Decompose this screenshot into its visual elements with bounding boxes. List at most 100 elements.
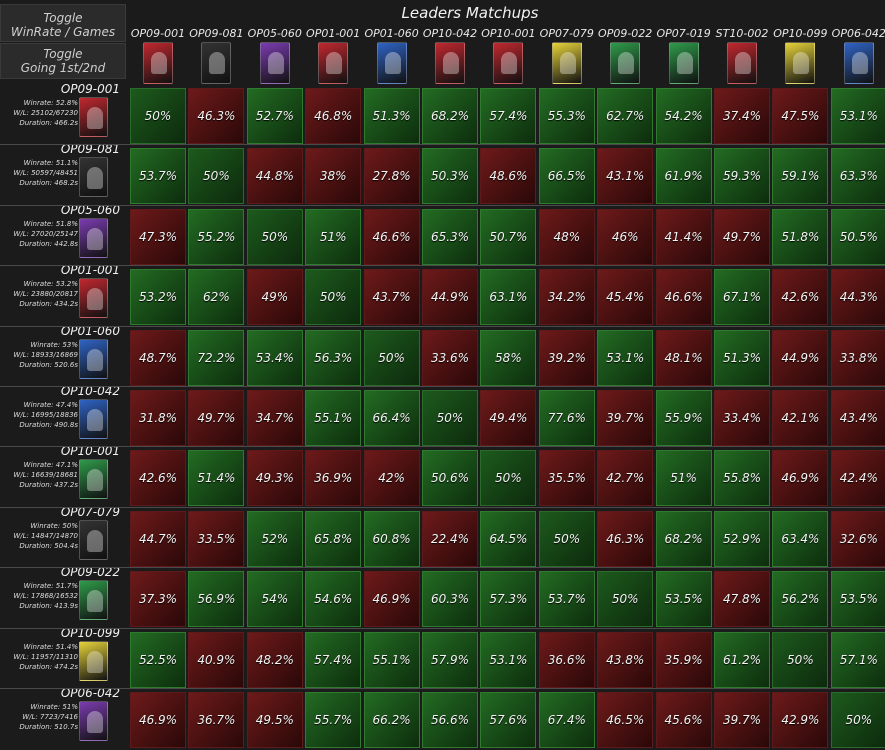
matchup-cell[interactable]: 51.3% <box>363 88 420 144</box>
matchup-cell[interactable]: 42.6% <box>130 450 186 507</box>
column-header[interactable]: OP05-060 <box>246 27 304 84</box>
matchup-cell[interactable]: 50% <box>480 450 537 507</box>
matchup-cell[interactable]: 44.8% <box>246 148 303 205</box>
matchup-cell[interactable]: 77.6% <box>538 390 595 446</box>
row-header[interactable]: OP10-099 Winrate: 51.4% W/L: 11957/11310 Du… <box>0 626 126 690</box>
row-header[interactable]: OP06-042 Winrate: 51% W/L: 7723/7416 Durati… <box>0 686 126 750</box>
matchup-cell[interactable]: 68.2% <box>655 510 712 567</box>
matchup-cell[interactable]: 51% <box>305 208 362 265</box>
matchup-cell[interactable]: 54.2% <box>655 88 712 144</box>
matchup-cell[interactable]: 42% <box>363 450 420 507</box>
matchup-cell[interactable]: 43.4% <box>830 390 885 446</box>
matchup-cell[interactable]: 53.1% <box>597 329 654 386</box>
column-header[interactable]: OP06-042 <box>830 27 885 84</box>
column-header[interactable]: OP10-042 <box>421 27 479 84</box>
matchup-cell[interactable]: 52.9% <box>714 510 770 567</box>
matchup-cell[interactable]: 53.4% <box>246 329 303 386</box>
matchup-cell[interactable]: 60.8% <box>363 510 420 567</box>
column-header[interactable]: OP10-001 <box>479 27 537 84</box>
matchup-cell[interactable]: 50% <box>422 390 478 446</box>
matchup-cell[interactable]: 52% <box>246 510 303 567</box>
matchup-cell[interactable]: 56.9% <box>188 571 245 628</box>
row-header[interactable]: OP05-060 Winrate: 51.8% W/L: 27020/25147 Du… <box>0 203 126 267</box>
matchup-cell[interactable]: 33.5% <box>188 510 245 567</box>
matchup-cell[interactable]: 51.3% <box>714 329 770 386</box>
matchup-cell[interactable]: 33.4% <box>714 390 770 446</box>
matchup-cell[interactable]: 46.9% <box>772 450 829 507</box>
matchup-cell[interactable]: 46.6% <box>655 269 712 326</box>
matchup-cell[interactable]: 42.1% <box>772 390 829 446</box>
matchup-cell[interactable]: 61.9% <box>655 148 712 205</box>
matchup-cell[interactable]: 53.2% <box>130 269 186 326</box>
matchup-cell[interactable]: 53.7% <box>538 571 595 628</box>
row-header[interactable]: OP07-079 Winrate: 50% W/L: 14847/14870 Dura… <box>0 505 126 569</box>
column-header[interactable]: OP09-022 <box>596 27 654 84</box>
matchup-cell[interactable]: 50.7% <box>480 208 537 265</box>
column-header[interactable]: OP01-001 <box>304 27 362 84</box>
matchup-cell[interactable]: 44.7% <box>130 510 186 567</box>
matchup-cell[interactable]: 44.9% <box>422 269 478 326</box>
matchup-cell[interactable]: 54.6% <box>305 571 362 628</box>
matchup-cell[interactable]: 42.6% <box>772 269 829 326</box>
matchup-cell[interactable]: 52.7% <box>246 88 303 144</box>
toggle-winrate-games-button[interactable]: Toggle WinRate / Games <box>0 4 126 42</box>
matchup-cell[interactable]: 56.2% <box>772 571 829 628</box>
matchup-cell[interactable]: 46.8% <box>305 88 362 144</box>
matchup-cell[interactable]: 39.2% <box>538 329 595 386</box>
matchup-cell[interactable]: 46.5% <box>597 692 654 748</box>
row-header[interactable]: OP10-042 Winrate: 47.4% W/L: 16995/18836 Du… <box>0 384 126 448</box>
matchup-cell[interactable]: 42.4% <box>830 450 885 507</box>
row-header[interactable]: OP01-060 Winrate: 53% W/L: 18933/16869 Dura… <box>0 324 126 388</box>
matchup-cell[interactable]: 55.1% <box>305 390 362 446</box>
matchup-cell[interactable]: 55.7% <box>305 692 362 748</box>
column-header[interactable]: OP09-081 <box>187 27 245 84</box>
matchup-cell[interactable]: 50% <box>538 510 595 567</box>
matchup-cell[interactable]: 57.4% <box>305 631 362 688</box>
column-header[interactable]: OP09-001 <box>129 27 187 84</box>
matchup-cell[interactable]: 50.3% <box>422 148 478 205</box>
row-header[interactable]: OP01-001 Winrate: 53.2% W/L: 23880/20817 Du… <box>0 263 126 327</box>
matchup-cell[interactable]: 52.5% <box>130 631 186 688</box>
matchup-cell[interactable]: 47.8% <box>714 571 770 628</box>
matchup-cell[interactable]: 44.9% <box>772 329 829 386</box>
matchup-cell[interactable]: 59.1% <box>772 148 829 205</box>
matchup-cell[interactable]: 36.7% <box>188 692 245 748</box>
matchup-cell[interactable]: 56.6% <box>422 692 478 748</box>
matchup-cell[interactable]: 55.1% <box>363 631 420 688</box>
matchup-cell[interactable]: 49% <box>246 269 303 326</box>
matchup-cell[interactable]: 37.4% <box>714 88 770 144</box>
matchup-cell[interactable]: 50% <box>597 571 654 628</box>
matchup-cell[interactable]: 50.6% <box>422 450 478 507</box>
matchup-cell[interactable]: 49.7% <box>714 208 770 265</box>
matchup-cell[interactable]: 57.6% <box>480 692 537 748</box>
matchup-cell[interactable]: 49.4% <box>480 390 537 446</box>
matchup-cell[interactable]: 43.1% <box>597 148 654 205</box>
matchup-cell[interactable]: 44.3% <box>830 269 885 326</box>
matchup-cell[interactable]: 63.4% <box>772 510 829 567</box>
matchup-cell[interactable]: 58% <box>480 329 537 386</box>
matchup-cell[interactable]: 55.8% <box>714 450 770 507</box>
matchup-cell[interactable]: 38% <box>305 148 362 205</box>
matchup-cell[interactable]: 39.7% <box>597 390 654 446</box>
matchup-cell[interactable]: 31.8% <box>130 390 186 446</box>
matchup-cell[interactable]: 57.1% <box>830 631 885 688</box>
toggle-going-first-button[interactable]: Toggle Going 1st/2nd <box>0 43 126 79</box>
matchup-cell[interactable]: 49.3% <box>246 450 303 507</box>
matchup-cell[interactable]: 47.5% <box>772 88 829 144</box>
matchup-cell[interactable]: 57.4% <box>480 88 537 144</box>
matchup-cell[interactable]: 34.7% <box>246 390 303 446</box>
matchup-cell[interactable]: 64.5% <box>480 510 537 567</box>
matchup-cell[interactable]: 46.3% <box>188 88 245 144</box>
matchup-cell[interactable]: 53.5% <box>830 571 885 628</box>
matchup-cell[interactable]: 56.3% <box>305 329 362 386</box>
matchup-cell[interactable]: 50% <box>305 269 362 326</box>
matchup-cell[interactable]: 34.2% <box>538 269 595 326</box>
matchup-cell[interactable]: 27.8% <box>363 148 420 205</box>
matchup-cell[interactable]: 46.6% <box>363 208 420 265</box>
matchup-cell[interactable]: 55.2% <box>188 208 245 265</box>
matchup-cell[interactable]: 50% <box>363 329 420 386</box>
row-header[interactable]: OP09-001 Winrate: 52.8% W/L: 25102/67230 Du… <box>0 82 126 146</box>
column-header[interactable]: OP07-079 <box>538 27 596 84</box>
matchup-cell[interactable]: 50% <box>830 692 885 748</box>
matchup-cell[interactable]: 57.9% <box>422 631 478 688</box>
